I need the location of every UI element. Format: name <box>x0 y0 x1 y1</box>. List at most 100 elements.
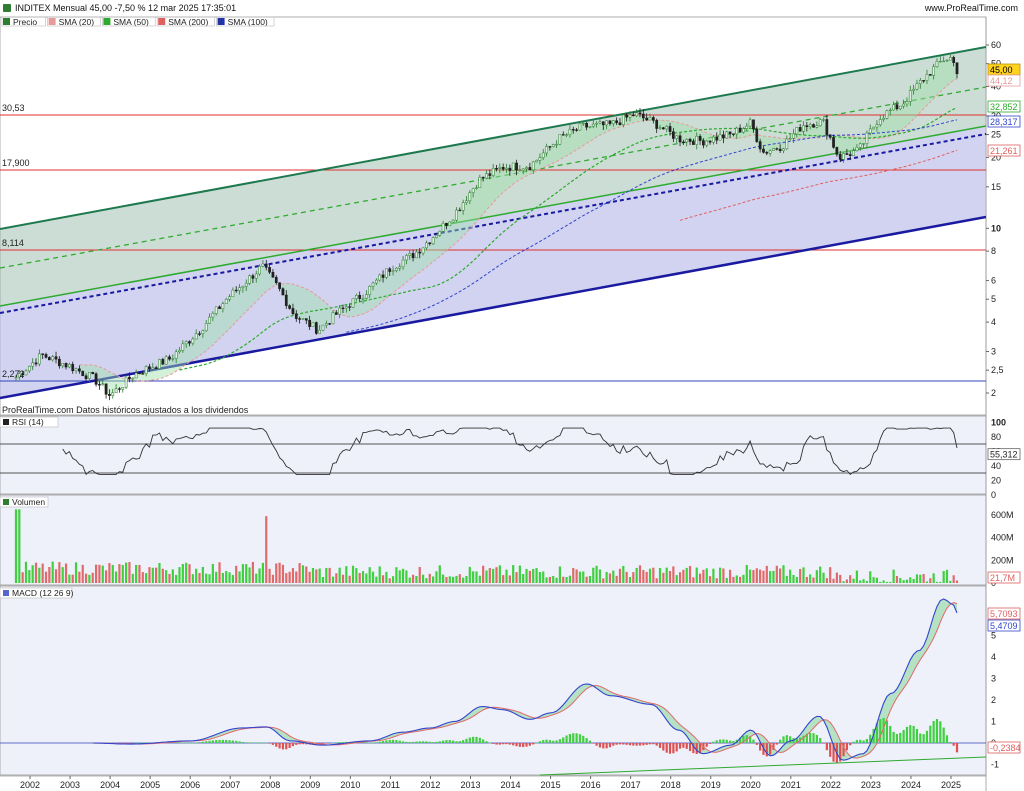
volume-bar <box>739 576 742 583</box>
macd-histogram-bar <box>265 742 268 744</box>
volume-bar <box>61 567 64 583</box>
volume-bar <box>555 577 558 583</box>
volume-bar <box>24 561 28 583</box>
volume-bar <box>235 565 238 583</box>
candle-body <box>91 372 95 375</box>
candle-body <box>331 312 335 325</box>
candle-body <box>955 62 959 75</box>
volume-bar <box>728 569 732 583</box>
volume-bar <box>742 574 745 583</box>
volume-bar <box>28 570 31 583</box>
macd-histogram-bar <box>809 732 812 743</box>
candle-body <box>261 263 265 267</box>
volume-bar <box>448 576 451 583</box>
macd-histogram-bar <box>592 743 595 744</box>
candle-body <box>568 129 572 135</box>
candle-body <box>385 268 388 278</box>
candle-body <box>675 135 679 139</box>
candle-body <box>481 176 485 179</box>
candle-body <box>708 140 712 143</box>
brand-link[interactable]: www.ProRealTime.com <box>924 3 1018 13</box>
macd-histogram-bar <box>889 725 892 743</box>
macd-histogram-bar <box>295 743 298 745</box>
macd-histogram-bar <box>865 739 869 743</box>
volume-bar <box>121 565 124 583</box>
macd-histogram-bar <box>545 739 548 743</box>
macd-histogram-bar <box>875 723 879 743</box>
volume-bar <box>745 565 748 583</box>
candle-body <box>54 356 58 360</box>
macd-histogram-bar <box>782 736 785 743</box>
candle-body <box>752 119 755 130</box>
volume-bar <box>208 574 211 583</box>
macd-histogram-bar <box>528 743 531 746</box>
volume-bar <box>755 568 758 583</box>
candle-body <box>181 343 185 351</box>
volume-bar <box>892 569 895 583</box>
candle-body <box>171 358 175 360</box>
volume-bar <box>905 579 909 583</box>
candle-body <box>792 133 795 139</box>
candle-body <box>311 322 315 327</box>
candle-body <box>685 138 689 143</box>
candle-body <box>375 279 378 284</box>
macd-histogram-bar <box>775 743 778 745</box>
macd-histogram-bar <box>175 742 178 744</box>
candle-body <box>565 134 568 136</box>
candle-body <box>308 319 311 327</box>
macd-histogram-bar <box>698 743 702 753</box>
volume-bar <box>735 575 738 583</box>
macd-histogram-bar <box>321 743 325 744</box>
volume-bar <box>31 565 34 583</box>
volume-bar <box>201 566 204 583</box>
macd-histogram-bar <box>602 743 605 749</box>
price-tick-label: 5 <box>991 294 996 304</box>
volume-bar <box>792 574 795 583</box>
macd-histogram-bar <box>458 741 461 743</box>
candle-body <box>188 341 191 344</box>
volume-bar <box>435 571 438 583</box>
macd-histogram-bar <box>525 743 528 747</box>
volume-bar <box>635 567 638 583</box>
macd-tick-label: 5 <box>991 631 996 641</box>
volume-bar <box>692 577 695 583</box>
macd-histogram-bar <box>682 743 685 748</box>
volume-bar <box>505 569 508 583</box>
macd-histogram-bar <box>879 719 882 743</box>
volume-bar <box>271 574 275 583</box>
candle-body <box>438 230 442 236</box>
macd-histogram-bar <box>505 743 508 745</box>
candle-body <box>84 375 88 379</box>
volume-tick-label: 600M <box>991 510 1014 520</box>
candle-body <box>234 289 238 292</box>
volume-bar <box>411 574 415 583</box>
candle-body <box>948 57 952 61</box>
macd-histogram-bar <box>662 743 665 751</box>
macd-histogram-bar <box>562 737 565 743</box>
volume-bar <box>58 562 61 583</box>
macd-histogram-bar <box>945 735 949 743</box>
macd-histogram-bar <box>628 743 632 746</box>
candle-body <box>321 324 325 331</box>
candle-body <box>448 221 452 227</box>
candle-body <box>81 370 85 377</box>
candle-body <box>341 307 345 310</box>
candle-body <box>631 114 635 117</box>
volume-tick-label: 400M <box>991 533 1014 543</box>
volume-bar <box>255 573 258 583</box>
time-tick-label: 2011 <box>381 780 400 790</box>
macd-histogram-bar <box>952 743 955 746</box>
macd-histogram-bar <box>248 742 251 744</box>
candle-body <box>591 123 595 127</box>
macd-histogram-bar <box>645 743 648 745</box>
candle-body <box>595 122 598 125</box>
volume-bar <box>278 562 281 583</box>
volume-bar <box>432 576 435 583</box>
macd-histogram-bar <box>615 743 618 745</box>
volume-bar <box>932 573 935 583</box>
volume-bar <box>625 571 628 583</box>
candle-body <box>148 366 151 370</box>
rsi-tick-label: 20 <box>991 475 1001 485</box>
candle-body <box>478 176 482 188</box>
